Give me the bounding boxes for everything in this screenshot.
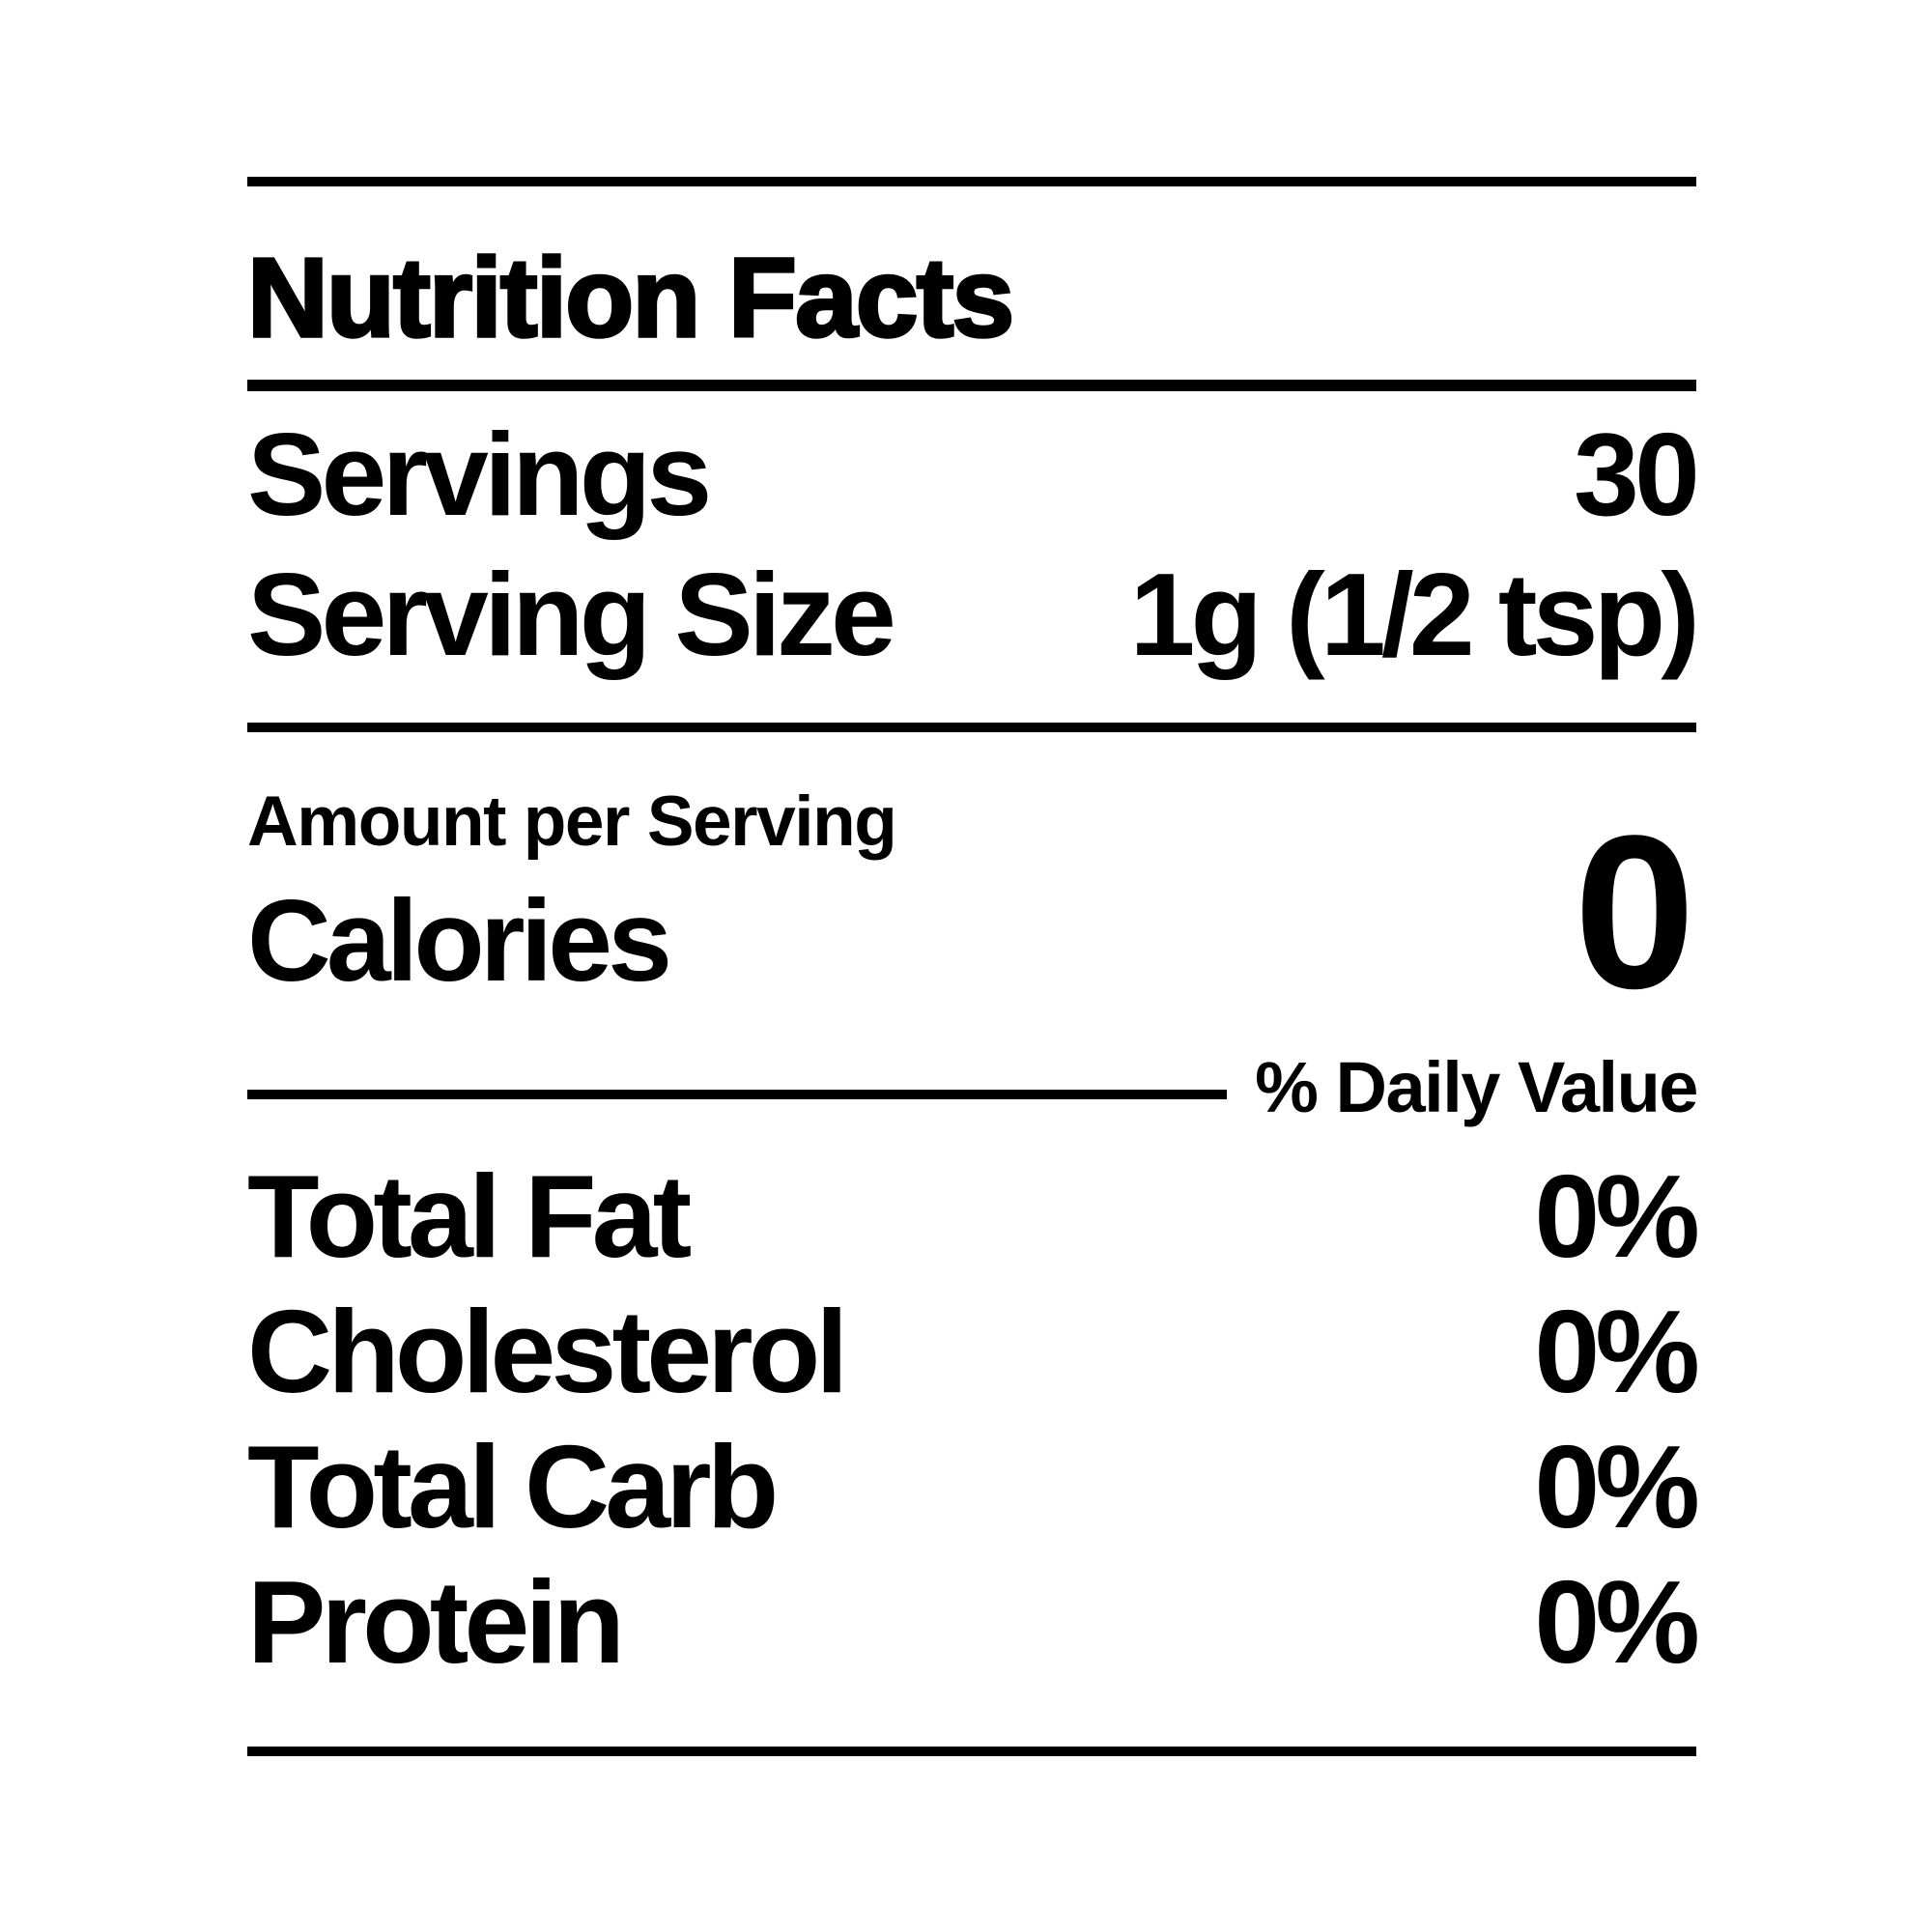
servings-label: Servings bbox=[247, 409, 712, 540]
calories-label: Calories bbox=[247, 876, 672, 1006]
nutrient-value-total-fat: 0% bbox=[1534, 1151, 1699, 1282]
nutrient-name-cholesterol: Cholesterol bbox=[247, 1286, 848, 1417]
amount-per-serving-label: Amount per Serving bbox=[247, 782, 897, 861]
serving-size-value: 1g (1/2 tsp) bbox=[1129, 549, 1700, 680]
serving-divider-rule bbox=[247, 723, 1696, 732]
calories-value: 0 bbox=[1574, 789, 1695, 1034]
nutrient-name-protein: Protein bbox=[247, 1556, 625, 1688]
nutrient-name-total-carb: Total Carb bbox=[247, 1421, 779, 1552]
label-title: Nutrition Facts bbox=[245, 235, 1016, 360]
nutrient-value-cholesterol: 0% bbox=[1534, 1286, 1699, 1417]
daily-value-header: % Daily Value bbox=[1255, 1047, 1698, 1127]
top-rule bbox=[247, 177, 1696, 186]
serving-size-label: Serving Size bbox=[247, 549, 896, 680]
title-divider-rule bbox=[247, 380, 1696, 391]
bottom-rule bbox=[247, 1747, 1696, 1756]
nutrient-value-total-carb: 0% bbox=[1534, 1421, 1699, 1552]
nutrient-name-total-fat: Total Fat bbox=[247, 1151, 692, 1282]
daily-value-rule bbox=[247, 1090, 1227, 1099]
servings-value: 30 bbox=[1574, 409, 1700, 540]
nutrient-value-protein: 0% bbox=[1534, 1556, 1699, 1688]
